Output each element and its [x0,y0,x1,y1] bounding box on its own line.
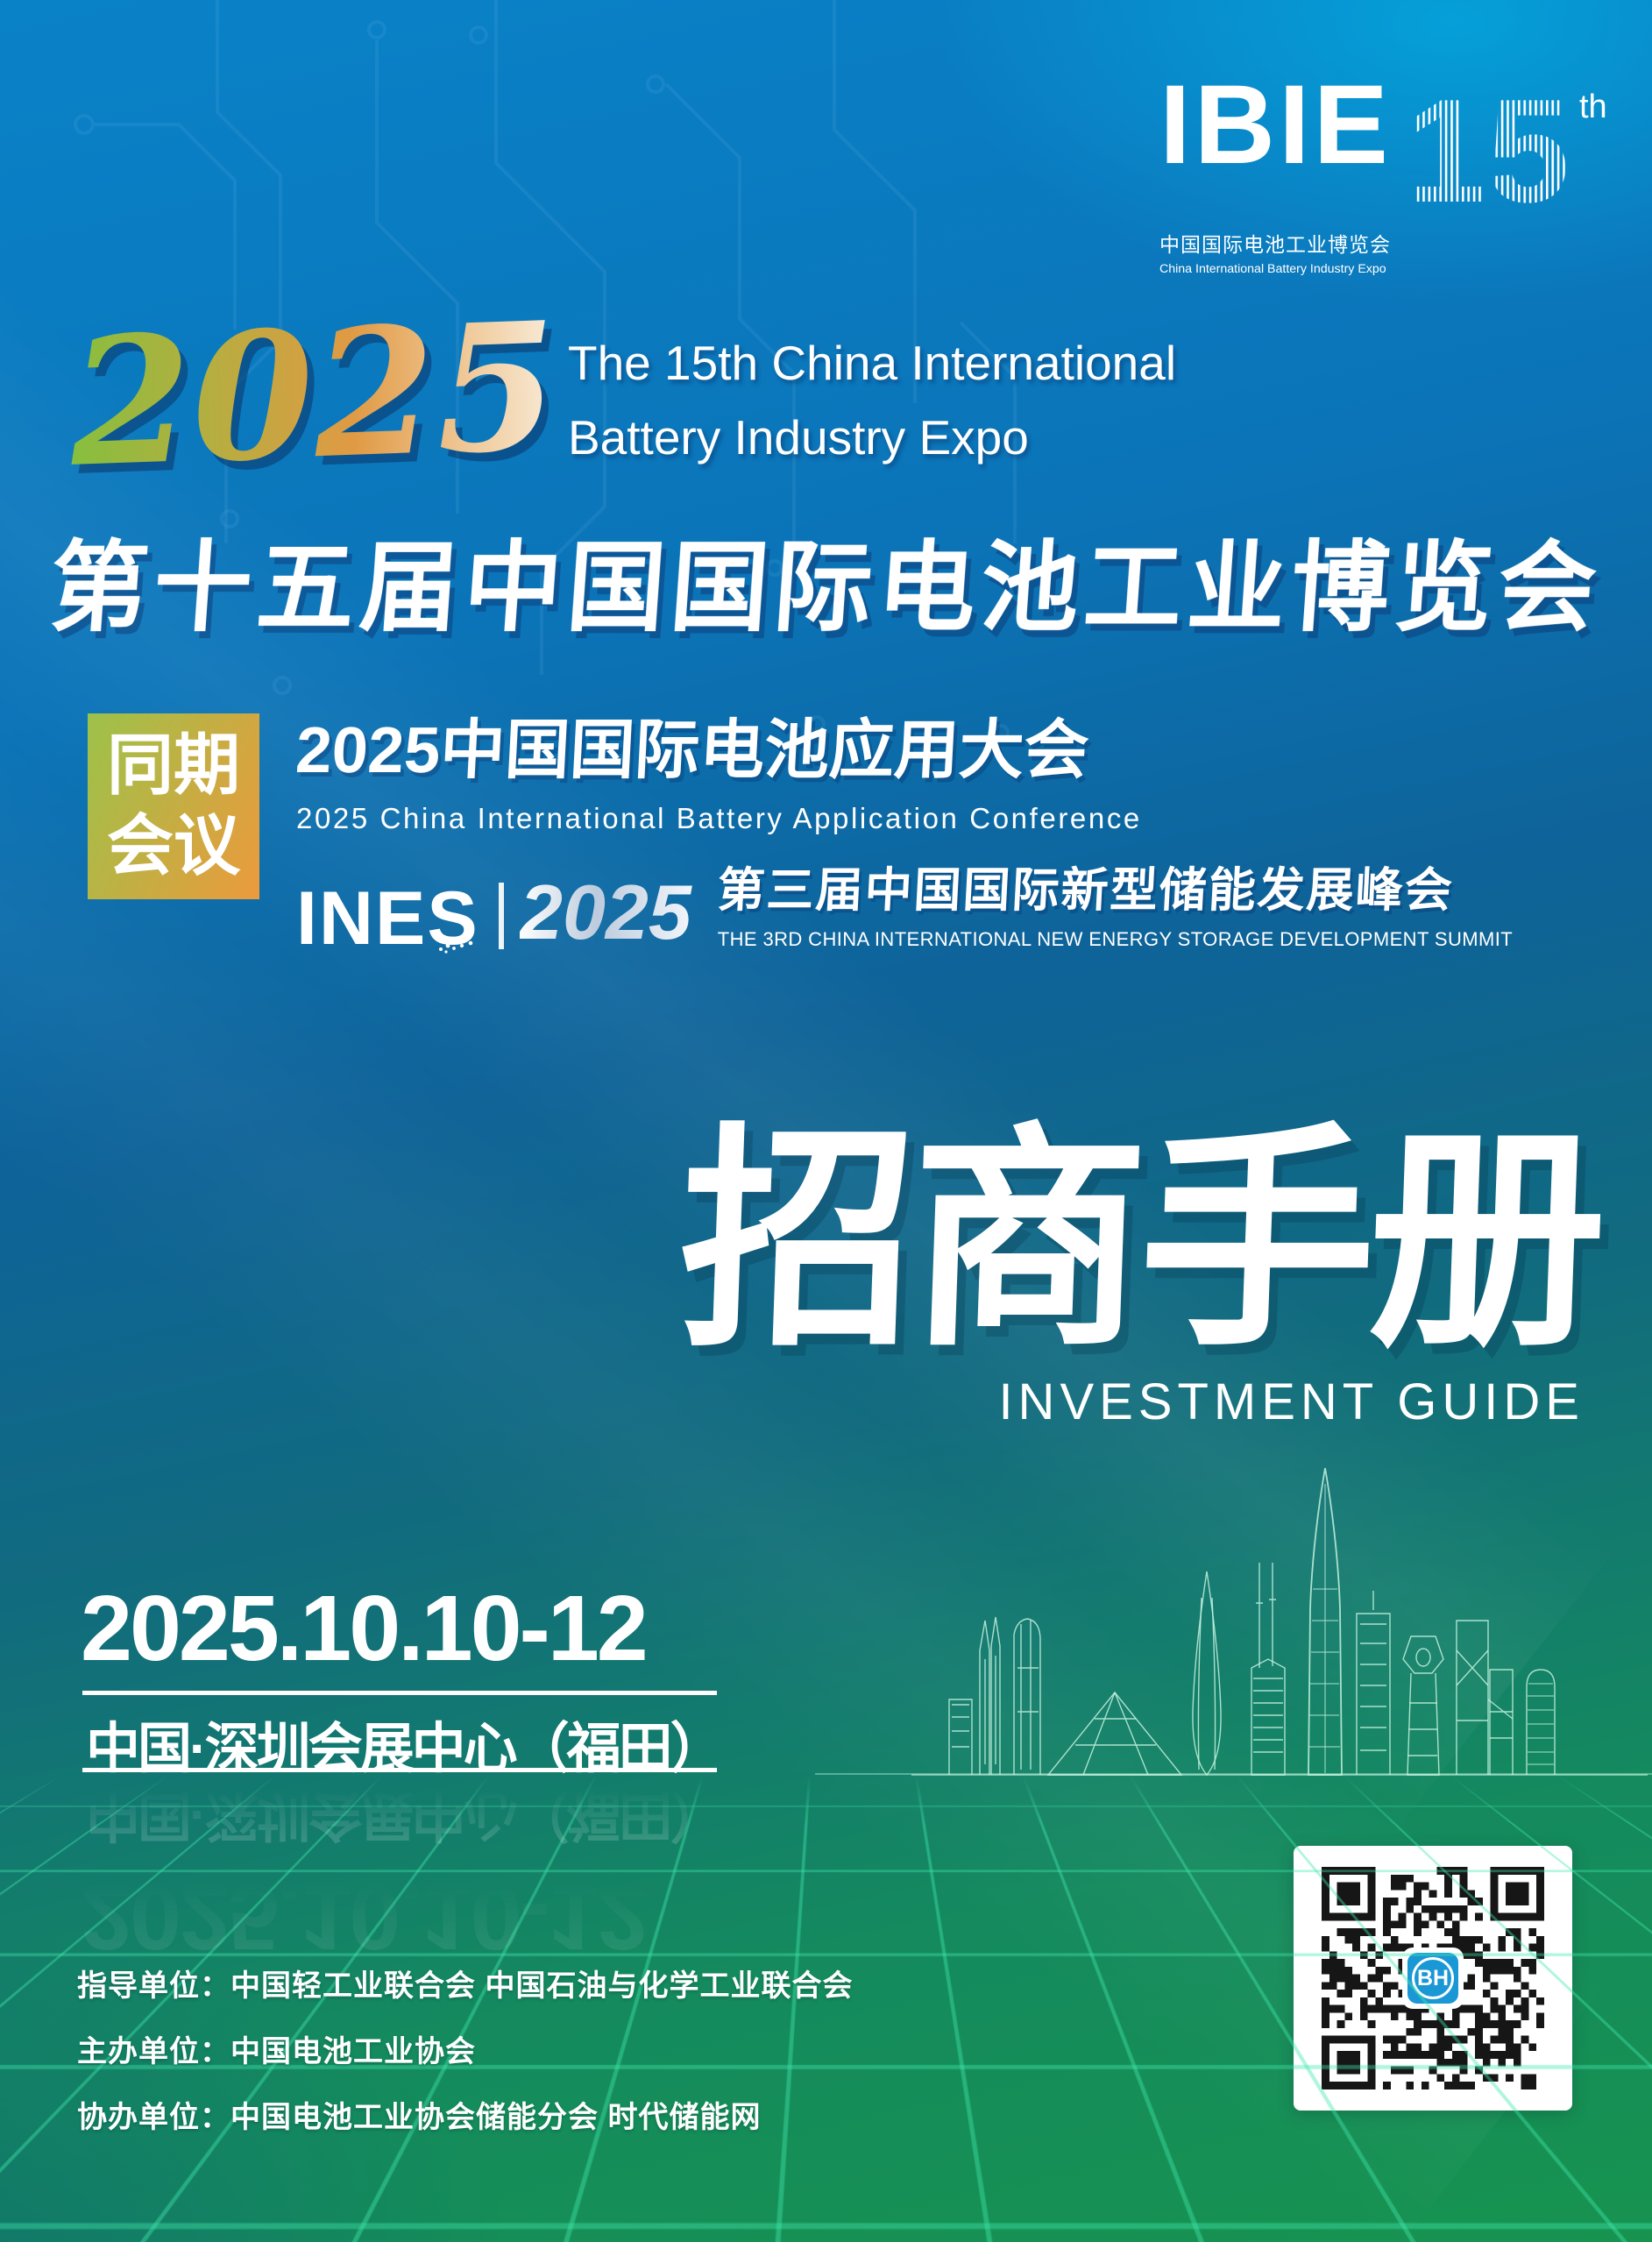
logo-subtitle-en: China International Battery Industry Exp… [1159,262,1389,276]
badge-line1: 同期 [107,733,240,799]
hero-year-2025: 2025 [65,305,573,493]
bh-logo-text: BH [1417,1966,1449,1991]
venue-reflection: 中国·深圳会展中心（福田） [86,1781,722,1860]
ibie-wordmark: IBIE [1159,79,1392,172]
conference1-title-en: 2025 China International Battery Applica… [296,802,1513,835]
rule-line [82,1691,717,1695]
hero-title-en: The 15th China International Battery Ind… [568,326,1176,476]
hero-year-text: 2025 [66,305,562,493]
conference2-title-zh: 第三届中国国际新型储能发展峰会 [716,851,1514,920]
organizer-row-host: 主办单位：中国电池工业协会 [77,2027,853,2070]
hero-title-en-line2: Battery Industry Expo [568,401,1176,475]
rule-line [82,1768,717,1772]
guide-title-en: INVESTMENT GUIDE [876,1373,1585,1431]
ines-year-2025: 2025 [520,870,695,951]
qr-card: BH [1294,1846,1572,2111]
ibie-logo: IBIE 15 th 中国国际电池工业博览会 China Internation… [1159,79,1625,276]
logo-subtitle-zh: 中国国际电池工业博览会 [1159,228,1389,258]
edition-suffix: th [1579,89,1607,125]
shenzhen-skyline-illustration [876,1449,1652,1808]
organizers-block: 指导单位：中国轻工业联合会 中国石油与化学工业联合会 主办单位：中国电池工业协会… [77,1962,853,2159]
bh-logo-icon: BH [1407,1953,1458,2004]
divider-bar [499,883,504,949]
hero-title-en-line1: The 15th China International [568,326,1176,401]
edition-15th-lineart: 15 th [1406,72,1625,221]
event-date: 2025.10.10-12 [81,1576,646,1682]
conference1-title-zh: 2025中国国际电池应用大会 [294,698,1515,791]
ines-dots-swoosh-icon [436,932,483,954]
ines-year-text: 2025 [520,870,692,951]
organizer-row-guidance: 指导单位：中国轻工业联合会 中国石油与化学工业联合会 [77,1962,853,2004]
qr-center-logo: BH [1402,1948,1464,2009]
badge-line2: 会议 [107,813,240,880]
organizer-row-cohost: 协办单位：中国电池工业协会储能分会 时代储能网 [77,2093,853,2136]
poster-canvas: IBIE 15 th 中国国际电池工业博览会 China Internation… [0,0,1652,2242]
guide-title-zh: 招商手册 [665,1048,1615,1391]
main-title-zh: 第十五届中国国际电池工业博览会 [46,508,1606,650]
edition-number: 15 [1406,72,1570,221]
conference2-title-en: THE 3RD CHINA INTERNATIONAL NEW ENERGY S… [718,928,1513,951]
ines-logo: INES [296,887,479,951]
date-reflection: 2025.10.10-12 [81,1863,646,1969]
concurrent-badge: 同期 会议 [88,713,259,899]
